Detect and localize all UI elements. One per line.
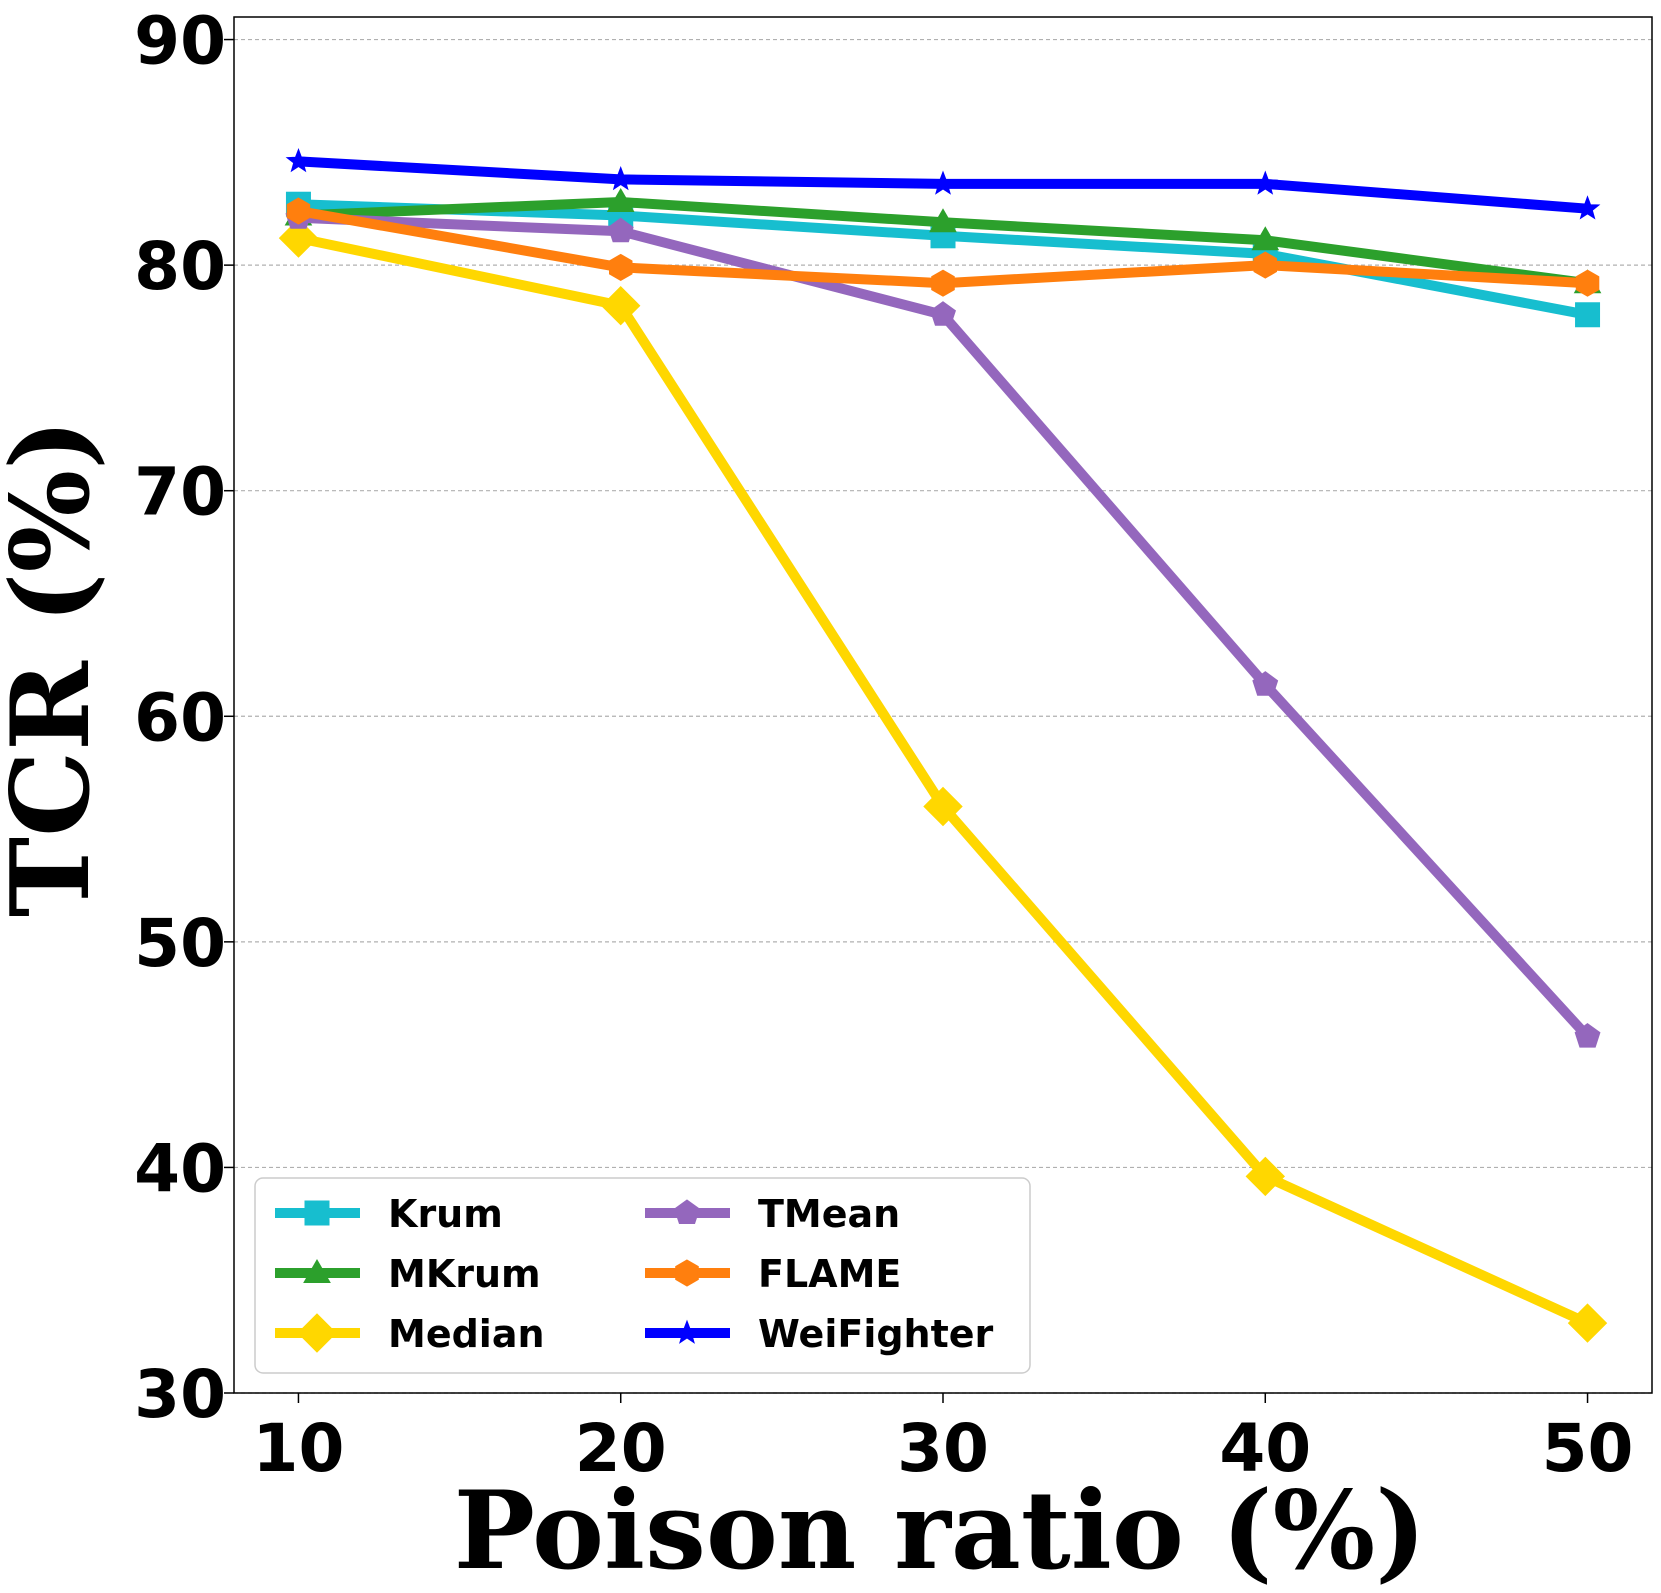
legend-swatch-marker	[297, 1313, 337, 1353]
legend-item-krum: Krum	[275, 1192, 503, 1236]
x-tick-label: 10	[253, 1410, 345, 1487]
x-tick-labels: 10 20 30 40 50	[253, 1393, 1634, 1487]
x-tick-label: 30	[897, 1410, 989, 1487]
weifighter-point	[930, 170, 956, 195]
series-median	[278, 218, 1608, 1343]
median-point	[923, 786, 963, 827]
mkrum-point	[929, 208, 957, 233]
legend-label: Median	[388, 1312, 545, 1356]
median-point	[278, 218, 319, 258]
flame-point	[286, 197, 311, 225]
y-tick-label: 50	[134, 905, 226, 982]
flame-point	[609, 253, 633, 281]
series-flame	[286, 197, 1600, 297]
legend-swatch-marker	[674, 1319, 700, 1344]
legend-swatch-marker	[675, 1259, 699, 1287]
median-point	[1245, 1156, 1286, 1197]
x-tick-label: 40	[1219, 1410, 1311, 1487]
median-point	[600, 285, 641, 326]
legend-item-flame: FLAME	[645, 1252, 901, 1296]
y-tick-label: 80	[134, 228, 226, 305]
x-tick-label: 20	[575, 1410, 667, 1487]
legend-item-tmean: TMean	[645, 1192, 900, 1236]
y-tick-label: 60	[134, 679, 226, 756]
tmean-point	[1574, 1022, 1601, 1048]
mkrum-point	[606, 188, 635, 212]
legend-label: Krum	[388, 1192, 503, 1236]
flame-point	[1253, 251, 1277, 279]
legend-item-median: Median	[275, 1312, 545, 1356]
tmean-point	[607, 217, 634, 243]
legend-box	[254, 1177, 1031, 1374]
median-line	[293, 233, 1593, 1329]
series-layer	[278, 147, 1608, 1343]
y-axis-label: TCR (%)	[0, 419, 114, 918]
x-tick-label: 50	[1542, 1410, 1634, 1487]
weifighter-point	[607, 165, 634, 191]
tmean-point	[930, 301, 956, 326]
legend-swatch-marker	[303, 1259, 331, 1283]
legend-item-weifighter: WeiFighter	[645, 1312, 994, 1356]
weifighter-point	[1252, 170, 1279, 195]
weifighter-point	[1574, 195, 1601, 220]
tmean-point	[1252, 671, 1279, 696]
weifighter-point	[285, 147, 312, 173]
mkrum-point	[1251, 226, 1280, 251]
median-point	[1567, 1303, 1608, 1343]
flame-point	[931, 269, 955, 297]
series-weifighter	[285, 147, 1601, 220]
legend: Krum MKrum Median TMean FLAME WeiFighter	[254, 1177, 1031, 1374]
legend-label: WeiFighter	[758, 1312, 994, 1356]
y-tick-label: 70	[134, 454, 226, 531]
krum-point	[1575, 302, 1601, 328]
y-tick-label: 30	[134, 1356, 226, 1433]
legend-label: MKrum	[388, 1252, 541, 1296]
legend-item-mkrum: MKrum	[275, 1252, 541, 1296]
y-tick-label: 40	[134, 1130, 226, 1207]
y-tick-label: 90	[134, 3, 226, 80]
tmean-line	[293, 212, 1593, 1042]
flame-point	[1575, 269, 1600, 297]
series-tmean	[285, 204, 1601, 1048]
legend-swatch-marker	[674, 1199, 700, 1224]
legend-swatch-marker	[304, 1200, 330, 1226]
legend-label: TMean	[758, 1192, 900, 1236]
legend-label: FLAME	[758, 1252, 901, 1296]
y-tick-labels: 30 40 50 60 70 80 90	[134, 3, 234, 1433]
x-axis-label: Poison ratio (%)	[454, 1468, 1427, 1593]
